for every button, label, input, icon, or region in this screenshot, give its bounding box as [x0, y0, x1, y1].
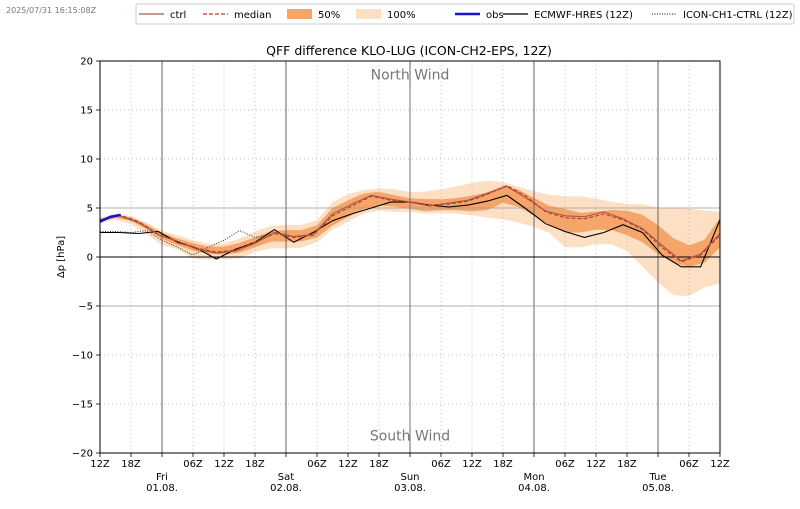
x-tick-date-label: 04.08. — [518, 483, 550, 494]
legend-label-band50: 50% — [318, 10, 340, 21]
x-tick-label: 12Z — [214, 459, 234, 470]
legend-label-icon_ch1: ICON-CH1-CTRL (12Z) — [683, 10, 793, 21]
north-wind-label: North Wind — [371, 68, 450, 84]
south-wind-label: South Wind — [370, 428, 450, 444]
icon-ch1-series-line — [100, 229, 271, 256]
x-tick-date-label: 01.08. — [146, 483, 178, 494]
ctrl-series-line — [99, 185, 721, 262]
y-tick-label: −10 — [72, 351, 93, 362]
legend-label-ctrl: ctrl — [170, 10, 186, 21]
legend: ctrl median 50% 100% obs ECMWF-HRES (12Z) ICON… — [135, 3, 795, 25]
median-series-line — [99, 184, 721, 263]
legend-swatch-band50 — [287, 9, 312, 19]
x-tick-label: 06Z — [431, 459, 451, 470]
x-tick-label: 12Z — [586, 459, 606, 470]
y-tick-label: 10 — [80, 155, 93, 166]
x-tick-label: 18Z — [617, 459, 637, 470]
y-tick-label: 0 — [87, 253, 93, 264]
x-tick-label: 18Z — [493, 459, 513, 470]
x-tick-date-label: 05.08. — [642, 483, 674, 494]
legend-label-ecmwf: ECMWF-HRES (12Z) — [534, 10, 633, 21]
x-tick-label: 18Z — [121, 459, 141, 470]
obs-series-line — [99, 213, 121, 223]
y-tick-label: −20 — [72, 449, 93, 460]
x-tick-label: 06Z — [183, 459, 203, 470]
y-tick-label: −15 — [72, 400, 93, 411]
timestamp-label: 2025/07/31 16:15:08Z — [6, 6, 97, 15]
y-tick-label: 5 — [87, 204, 93, 215]
x-tick-label: 06Z — [679, 459, 699, 470]
legend-label-band100: 100% — [387, 10, 416, 21]
x-tick-date-label: 02.08. — [270, 483, 302, 494]
x-tick-label: 12Z — [462, 459, 482, 470]
x-tick-label: Tue — [648, 472, 666, 483]
x-tick-label: 18Z — [245, 459, 265, 470]
chart-title: QFF difference KLO-LUG (ICON-CH2-EPS, 12… — [266, 43, 552, 58]
x-tick-label: 06Z — [307, 459, 327, 470]
legend-swatch-band100 — [356, 9, 381, 19]
y-axis-label: Δp [hPa] — [56, 236, 67, 278]
x-tick-date-label: 03.08. — [394, 483, 426, 494]
x-tick-label: Mon — [523, 472, 544, 483]
legend-label-obs: obs — [486, 10, 504, 21]
x-tick-label: Sun — [400, 472, 419, 483]
x-tick-label: 18Z — [369, 459, 389, 470]
x-tick-label: 12Z — [710, 459, 730, 470]
plot-area: North Wind South Wind −20 −15 −10 −5 0 5 10 15 20 1… — [72, 57, 730, 495]
x-tick-label: 12Z — [90, 459, 110, 470]
x-tick-label: 06Z — [555, 459, 575, 470]
x-tick-label: Sat — [278, 472, 294, 483]
y-tick-label: 20 — [80, 57, 93, 68]
y-tick-label: −5 — [78, 302, 93, 313]
x-tick-label: 12Z — [338, 459, 358, 470]
band-50 — [100, 186, 720, 267]
y-tick-label: 15 — [80, 106, 93, 117]
legend-label-median: median — [234, 10, 272, 21]
x-tick-label: Fri — [156, 472, 168, 483]
